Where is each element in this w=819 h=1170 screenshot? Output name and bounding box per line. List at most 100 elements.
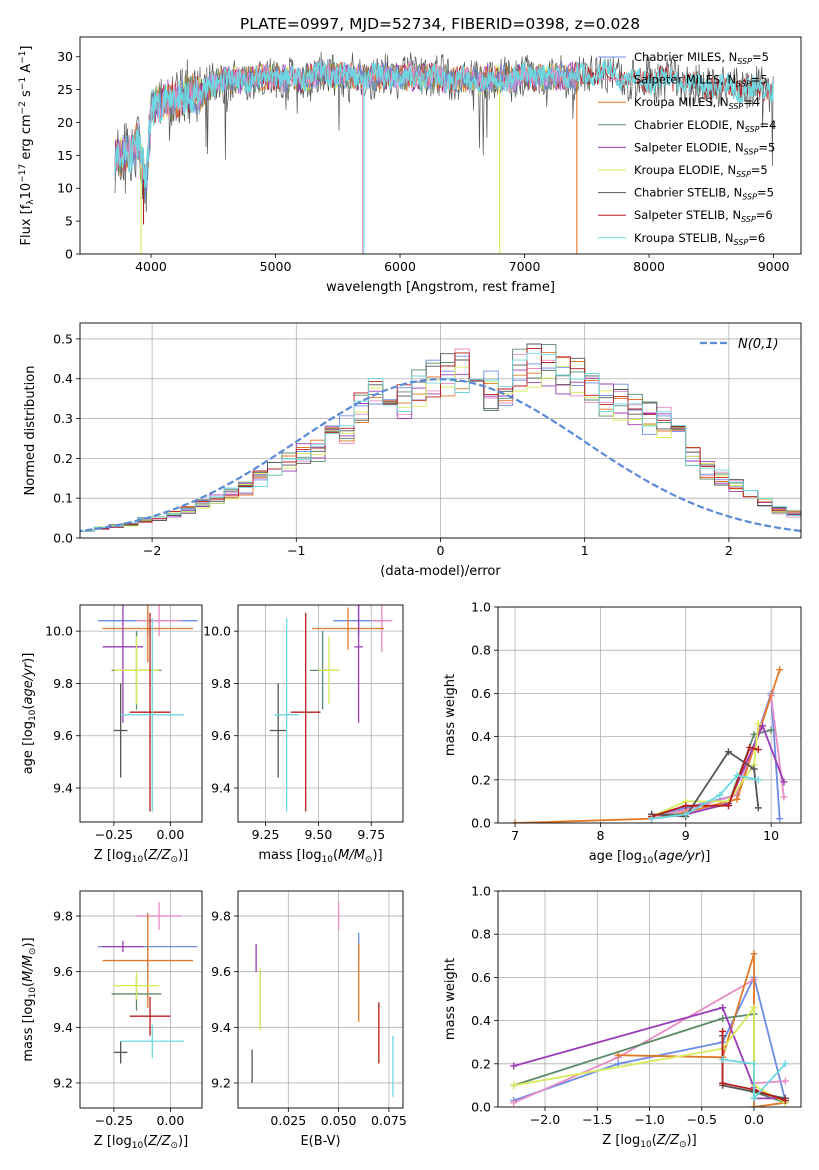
weight-point <box>716 791 724 799</box>
y-tick-label: 9.4 <box>53 1020 73 1035</box>
x-tick-label: 9000 <box>758 259 790 274</box>
weight-point <box>719 1014 727 1022</box>
weight-point <box>511 819 519 823</box>
legend-label: Salpeter MILES, NSSP=5 <box>634 73 768 89</box>
weight-point <box>780 793 788 801</box>
x-tick-label: −2.0 <box>530 1112 560 1127</box>
plot-area <box>251 902 394 1097</box>
x-tick-label: 10 <box>763 828 779 843</box>
histogram-chabrier-miles <box>80 355 801 532</box>
x-tick-label: 0.025 <box>270 1113 306 1128</box>
weight-point <box>719 1004 727 1012</box>
weight-point <box>781 1060 789 1068</box>
weight-point <box>754 720 762 728</box>
weight-point <box>719 1079 727 1087</box>
weight-point <box>776 666 784 674</box>
y-tick-label: 0.0 <box>53 531 73 546</box>
weight-point <box>510 1062 518 1070</box>
x-axis-label: (data-model)/error <box>380 564 501 579</box>
y-axis-label: Flux [fλ10−17 erg cm−2 s−1 A−1] <box>18 46 36 246</box>
weight-point <box>750 950 758 958</box>
y-tick-label: 9.6 <box>211 728 231 743</box>
weight-line-kroupa-miles <box>515 669 781 823</box>
weight-point <box>754 746 762 754</box>
y-tick-label: 30 <box>57 49 73 64</box>
x-tick-label: −1.5 <box>582 1112 612 1127</box>
weight-line-salpeter-miles <box>651 695 785 818</box>
plot-area <box>98 902 198 1064</box>
y-tick-label: 9.8 <box>53 909 73 924</box>
weight-point <box>754 776 762 784</box>
weight-point <box>648 815 656 823</box>
y-tick-label: 0.2 <box>471 772 491 787</box>
weight-point <box>750 1004 758 1012</box>
weight-line-chabrier-miles <box>651 693 781 819</box>
y-tick-label: 9.6 <box>53 964 73 979</box>
figure-title: PLATE=0997, MJD=52734, FIBERID=0398, z=0… <box>240 15 640 33</box>
plot-area <box>80 343 801 533</box>
x-axis-label: mass [log10(M/M⊙)] <box>258 848 382 865</box>
x-tick-label: 1 <box>581 543 589 558</box>
y-tick-label: 9.4 <box>211 1020 231 1035</box>
weight-point <box>776 815 784 823</box>
chart-age-vs-z: −0.25 0.00 9.4 9.6 9.8 10.0 Z [log10(Z/Z⊙)] age… <box>21 604 203 865</box>
x-tick-label: 7000 <box>509 259 541 274</box>
x-tick-label: 0.075 <box>371 1113 407 1128</box>
x-axis-label: wavelength [Angstrom, rest frame] <box>326 280 555 295</box>
y-tick-label: 0 <box>65 247 73 262</box>
weight-point <box>750 765 758 773</box>
y-tick-label: 0.6 <box>471 686 491 701</box>
weight-point <box>733 795 741 803</box>
chart-mass-vs-ebv: 0.025 0.050 0.075 9.2 9.4 9.6 9.8 E(B-V) <box>211 890 407 1149</box>
y-tick-label: 0.8 <box>471 643 491 658</box>
x-tick-label: −0.5 <box>687 1112 717 1127</box>
legend-label: N(0,1) <box>738 337 779 352</box>
spectrum-kroupa-stelib <box>114 59 774 189</box>
weight-point <box>759 722 767 730</box>
axes-frame <box>79 36 802 255</box>
histogram-kroupa-elodie <box>80 365 801 532</box>
weight-point <box>781 1077 789 1085</box>
chart-spectrum: 4000 5000 6000 7000 8000 9000 0 5 10 15 20 25 30 wave… <box>18 36 802 295</box>
chart-mass-vs-z: −0.25 0.00 9.2 9.4 9.6 9.8 Z [log10(Z/Z⊙)] mass… <box>21 890 203 1151</box>
legend-label: Salpeter STELIB, NSSP=6 <box>634 208 773 224</box>
legend-label: Chabrier STELIB, NSSP=5 <box>634 186 774 202</box>
x-axis-label: age [log10(age/yr)] <box>589 849 711 866</box>
y-tick-label: 9.2 <box>53 1075 73 1090</box>
y-axis-label: mass [log10(M/M⊙)] <box>21 937 38 1061</box>
y-tick-label: 10.0 <box>45 624 73 639</box>
x-axis-label: Z [log10(Z/Z⊙)] <box>602 1133 696 1150</box>
x-tick-label: 0.050 <box>321 1113 357 1128</box>
weight-line-kroupa-stelib <box>722 1058 786 1101</box>
x-tick-label: 7 <box>511 828 519 843</box>
chart-weight-vs-age: 7 8 9 10 0.0 0.2 0.4 0.6 0.8 1.0 age [log10(age/yr… <box>443 600 802 866</box>
histogram-chabrier-stelib <box>80 343 801 532</box>
y-axis-label: age [log10(age/yr)] <box>21 653 38 775</box>
weight-point <box>510 1081 518 1089</box>
chart-weight-vs-z: −2.0 −1.5 −1.0 −0.5 0.0 0.0 0.2 0.4 0.6 0.8 1.0 Z [… <box>443 884 802 1150</box>
plot-area <box>269 605 393 812</box>
x-axis-label: Z [log10(Z/Z⊙)] <box>94 1134 188 1151</box>
y-tick-label: 0.0 <box>471 816 491 831</box>
weight-point <box>682 810 690 818</box>
weight-point <box>750 1094 758 1102</box>
x-tick-label: 9.50 <box>304 827 332 842</box>
y-tick-label: 5 <box>65 214 73 229</box>
weight-point <box>746 743 754 751</box>
x-tick-label: 0.00 <box>156 827 184 842</box>
x-tick-label: 9.75 <box>357 827 385 842</box>
y-tick-label: 15 <box>57 148 73 163</box>
legend-label: Chabrier MILES, NSSP=5 <box>634 50 769 66</box>
weight-point <box>750 1103 758 1107</box>
histogram-chabrier-elodie <box>80 344 801 532</box>
axes-frame <box>497 606 802 824</box>
weight-point <box>767 726 775 734</box>
y-tick-label: 9.6 <box>211 964 231 979</box>
weight-point <box>781 1097 789 1105</box>
chart-age-vs-mass: 9.25 9.50 9.75 9.4 9.6 9.8 10.0 mass [log10(M/M… <box>203 604 404 865</box>
y-tick-label: 1.0 <box>471 600 491 615</box>
histogram-kroupa-stelib <box>80 352 801 532</box>
y-tick-label: 9.8 <box>211 676 231 691</box>
axes-frame <box>79 604 203 823</box>
weight-point <box>682 802 690 810</box>
